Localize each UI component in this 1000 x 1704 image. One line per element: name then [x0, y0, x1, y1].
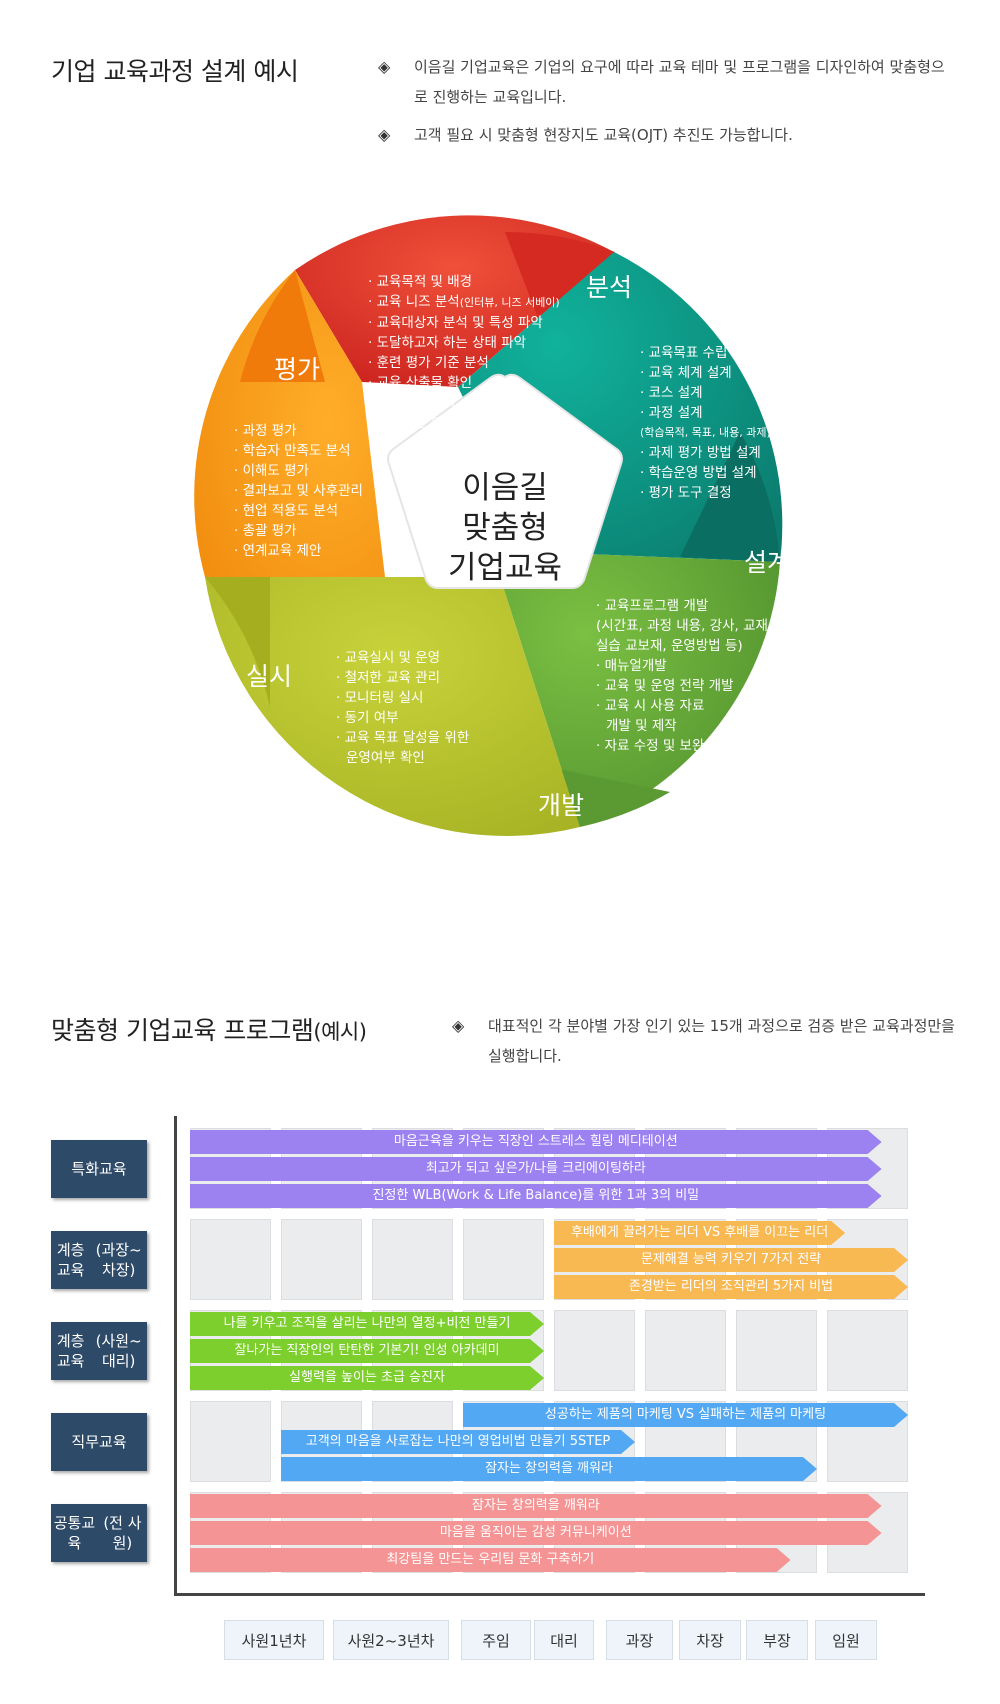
course-bar: 존경받는 리더의 조직관리 5가지 비법	[554, 1275, 908, 1299]
course-bar: 후배에게 끌려가는 리더 VS 후배를 이끄는 리더	[554, 1221, 845, 1245]
wheel-center-text: 이음길 맞춤형 기업교육	[447, 470, 563, 586]
segment-label-development: 개발	[538, 791, 585, 820]
category-box: 특화교육	[51, 1140, 147, 1198]
evaluation-items: · 과정 평가 · 학습자 만족도 분석 · 이해도 평가 · 결과보고 및 사…	[234, 423, 363, 559]
course-bar: 잠자는 창의력을 깨워라	[281, 1457, 817, 1481]
analysis-items: · 교육목적 및 배경 · 교육 니즈 분석(인터뷰, 니즈 서베이) · 교육…	[368, 274, 560, 431]
wheel-center	[387, 373, 623, 589]
career-level-label: 부장	[746, 1620, 808, 1660]
career-level-label: 사원2~3년차	[333, 1620, 449, 1660]
development-items: · 교육프로그램 개발 (시간표, 과정 내용, 강사, 교재, 실습 교보재,…	[596, 598, 773, 754]
diamond-bullet-icon: ◈	[378, 125, 391, 144]
wheel-segment-execution	[205, 577, 580, 836]
grid-axis-horizontal	[174, 1593, 925, 1596]
grid-cell	[736, 1310, 817, 1391]
program-bullets: ◈ 대표적인 각 분야별 가장 인기 있는 15개 과정으로 검증 받은 교육과정…	[452, 1011, 960, 1079]
career-level-label: 사원1년차	[224, 1620, 324, 1660]
diamond-bullet-icon: ◈	[378, 57, 391, 76]
execution-items: · 교육실시 및 운영 · 철저한 교육 관리 · 모니터링 실시 · 동기 여…	[336, 650, 470, 766]
segment-label-evaluation: 평가	[274, 355, 321, 384]
course-bar: 잘나가는 직장인의 탄탄한 기본기! 인성 아카데미	[190, 1339, 544, 1363]
design-items: · 교육목표 수립 · 교육 체계 설계 · 코스 설계 · 과정 설계 (학습…	[640, 345, 771, 501]
course-bar: 나를 키우고 조직을 살리는 나만의 열정+비전 만들기	[190, 1312, 544, 1336]
segment-label-design: 설계	[744, 548, 791, 577]
course-bar: 진정한 WLB(Work & Life Balance)를 위한 1과 3의 비…	[190, 1184, 882, 1208]
course-bar: 실행력을 높이는 초급 승진자	[190, 1366, 544, 1390]
intro-bullets: ◈ 이음길 기업교육은 기업의 요구에 따라 교육 테마 및 프로그램을 디자인하…	[378, 52, 958, 158]
grid-axis-vertical	[174, 1116, 177, 1596]
design-process-wheel	[194, 215, 810, 842]
grid-cell	[190, 1401, 271, 1482]
grid-cell	[827, 1310, 908, 1391]
grid-cell	[554, 1310, 635, 1391]
grid-cell	[645, 1310, 726, 1391]
category-box: 공통교육 (전 사원)	[51, 1504, 147, 1562]
intro-bullet: ◈ 이음길 기업교육은 기업의 요구에 따라 교육 테마 및 프로그램을 디자인하…	[378, 52, 958, 112]
wheel-tab-analysis	[505, 231, 615, 318]
category-box: 계층교육 (과장~차장)	[51, 1231, 147, 1289]
grid-cell	[281, 1219, 362, 1300]
course-bar: 마음을 움직이는 감성 커뮤니케이션	[190, 1521, 882, 1545]
category-box: 계층교육 (사원~대리)	[51, 1322, 147, 1380]
career-level-label: 대리	[534, 1620, 594, 1660]
wheel-segment-development	[500, 552, 780, 827]
course-bar: 성공하는 제품의 마케팅 VS 실패하는 제품의 마케팅	[463, 1403, 908, 1427]
career-level-label: 주임	[461, 1620, 531, 1660]
career-level-label: 과장	[606, 1620, 673, 1660]
course-bar: 고객의 마음을 사로잡는 나만의 영업비법 만들기 5STEP	[281, 1430, 635, 1454]
segment-label-analysis: 분석	[586, 273, 633, 302]
course-bar: 최강팀을 만드는 우리팀 문화 구축하기	[190, 1548, 791, 1572]
course-bar: 잠자는 창의력을 깨워라	[190, 1494, 882, 1518]
wheel-tab-design	[680, 432, 780, 562]
section-title-design: 기업 교육과정 설계 예시	[51, 57, 299, 86]
course-bar: 마음근육을 키우는 직장인 스트레스 힐링 메디테이션	[190, 1130, 882, 1154]
career-level-label: 차장	[679, 1620, 741, 1660]
diamond-bullet-icon: ◈	[452, 1016, 465, 1035]
course-bar: 최고가 되고 싶은가/나를 크리에이팅하라	[190, 1157, 882, 1181]
course-bar: 문제해결 능력 키우기 7가지 전략	[554, 1248, 908, 1272]
wheel-tab-evaluation	[240, 270, 325, 382]
segment-label-execution: 실시	[246, 662, 293, 691]
grid-cell	[190, 1219, 271, 1300]
wheel-segment-evaluation	[194, 270, 385, 577]
category-box: 직무교육	[51, 1413, 147, 1471]
grid-cell	[463, 1219, 544, 1300]
section-title-program: 맞춤형 기업교육 프로그램(예시)	[51, 1016, 367, 1045]
intro-bullet: ◈ 고객 필요 시 맞춤형 현장지도 교육(OJT) 추진도 가능합니다.	[378, 120, 958, 150]
program-bullet: ◈ 대표적인 각 분야별 가장 인기 있는 15개 과정으로 검증 받은 교육과정…	[452, 1011, 960, 1071]
career-level-label: 임원	[815, 1620, 877, 1660]
wheel-tab-execution	[205, 577, 270, 707]
grid-cell	[372, 1219, 453, 1300]
